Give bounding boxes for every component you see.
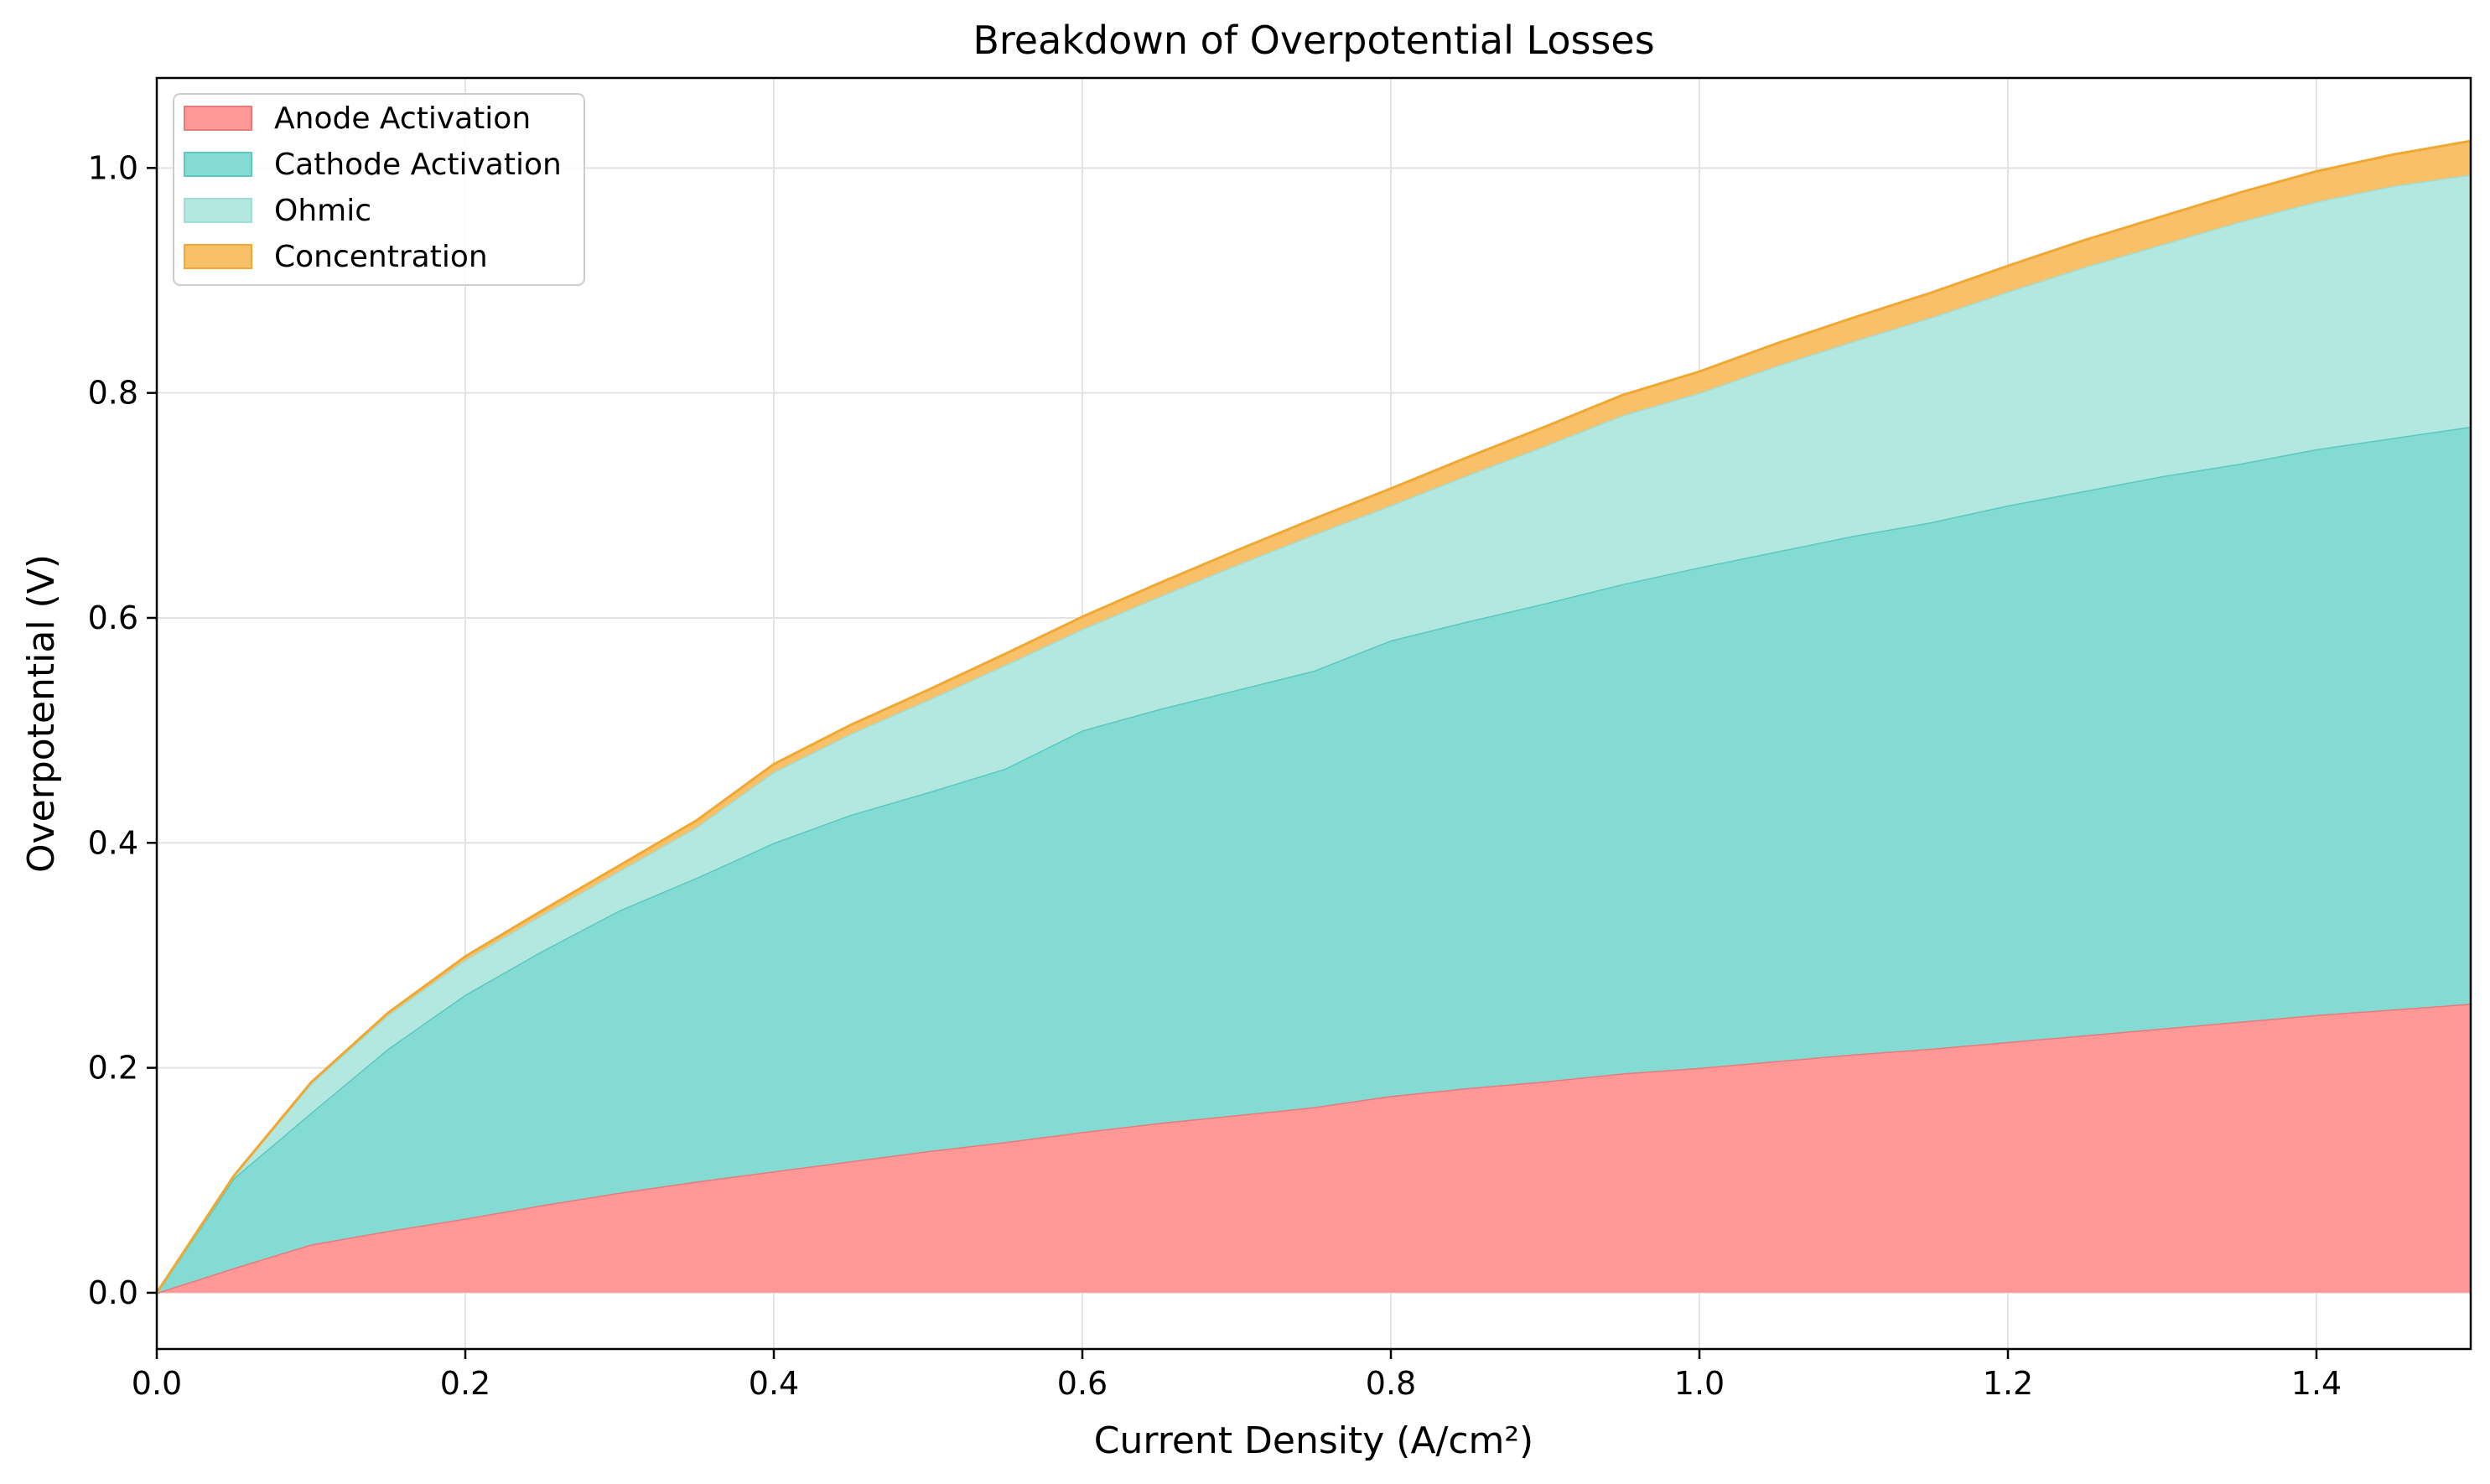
y-axis-label: Overpotential (V) bbox=[20, 554, 63, 873]
chart-title: Breakdown of Overpotential Losses bbox=[973, 18, 1654, 63]
y-tick-label: 0.8 bbox=[88, 375, 138, 412]
x-axis-label: Current Density (A/cm²) bbox=[1094, 1419, 1533, 1462]
x-tick-label: 0.0 bbox=[132, 1365, 182, 1402]
plot-frame bbox=[155, 76, 2472, 1351]
y-tick-label: 0.6 bbox=[88, 599, 138, 636]
legend-label: Concentration bbox=[274, 240, 488, 274]
x-tick-label: 0.8 bbox=[1366, 1365, 1416, 1402]
legend-box bbox=[173, 93, 585, 286]
legend-label: Anode Activation bbox=[274, 101, 531, 136]
y-tick-label: 1.0 bbox=[88, 149, 138, 186]
area-ohmic bbox=[157, 174, 2471, 1293]
x-tick-label: 0.4 bbox=[749, 1365, 799, 1402]
area-edge-ohmic bbox=[155, 173, 2472, 1294]
y-tick-label: 0.0 bbox=[88, 1274, 138, 1311]
area-cathode-activation bbox=[157, 426, 2471, 1293]
x-tick-label: 1.2 bbox=[1983, 1365, 2033, 1402]
legend-swatch bbox=[184, 152, 252, 177]
area-edge-anode-activation bbox=[156, 1002, 2472, 1295]
legend-label: Ohmic bbox=[274, 194, 371, 228]
legend-swatch bbox=[184, 106, 252, 131]
area-anode-activation bbox=[157, 1004, 2471, 1293]
area-edge-concentration bbox=[155, 139, 2472, 1294]
x-tick-label: 1.4 bbox=[2291, 1365, 2342, 1402]
y-tick-label: 0.2 bbox=[88, 1050, 138, 1087]
y-axis-ticks: 0.0 0.2 0.4 0.6 0.8 1.0 bbox=[88, 149, 157, 1311]
x-tick-label: 0.6 bbox=[1057, 1365, 1108, 1402]
stacked-areas bbox=[155, 139, 2472, 1295]
x-axis-ticks: 0.0 0.2 0.4 0.6 0.8 1.0 1.2 1.4 bbox=[132, 1349, 2342, 1402]
legend-swatch bbox=[184, 244, 252, 269]
legend-swatch bbox=[184, 198, 252, 223]
x-tick-label: 0.2 bbox=[440, 1365, 490, 1402]
x-tick-label: 1.0 bbox=[1674, 1365, 1725, 1402]
legend-label: Cathode Activation bbox=[274, 148, 562, 182]
legend-entries: Anode Activation Cathode Activation Ohmic C… bbox=[184, 101, 562, 274]
y-tick-label: 0.4 bbox=[88, 824, 138, 861]
legend: Anode Activation Cathode Activation Ohmic C… bbox=[173, 93, 585, 286]
